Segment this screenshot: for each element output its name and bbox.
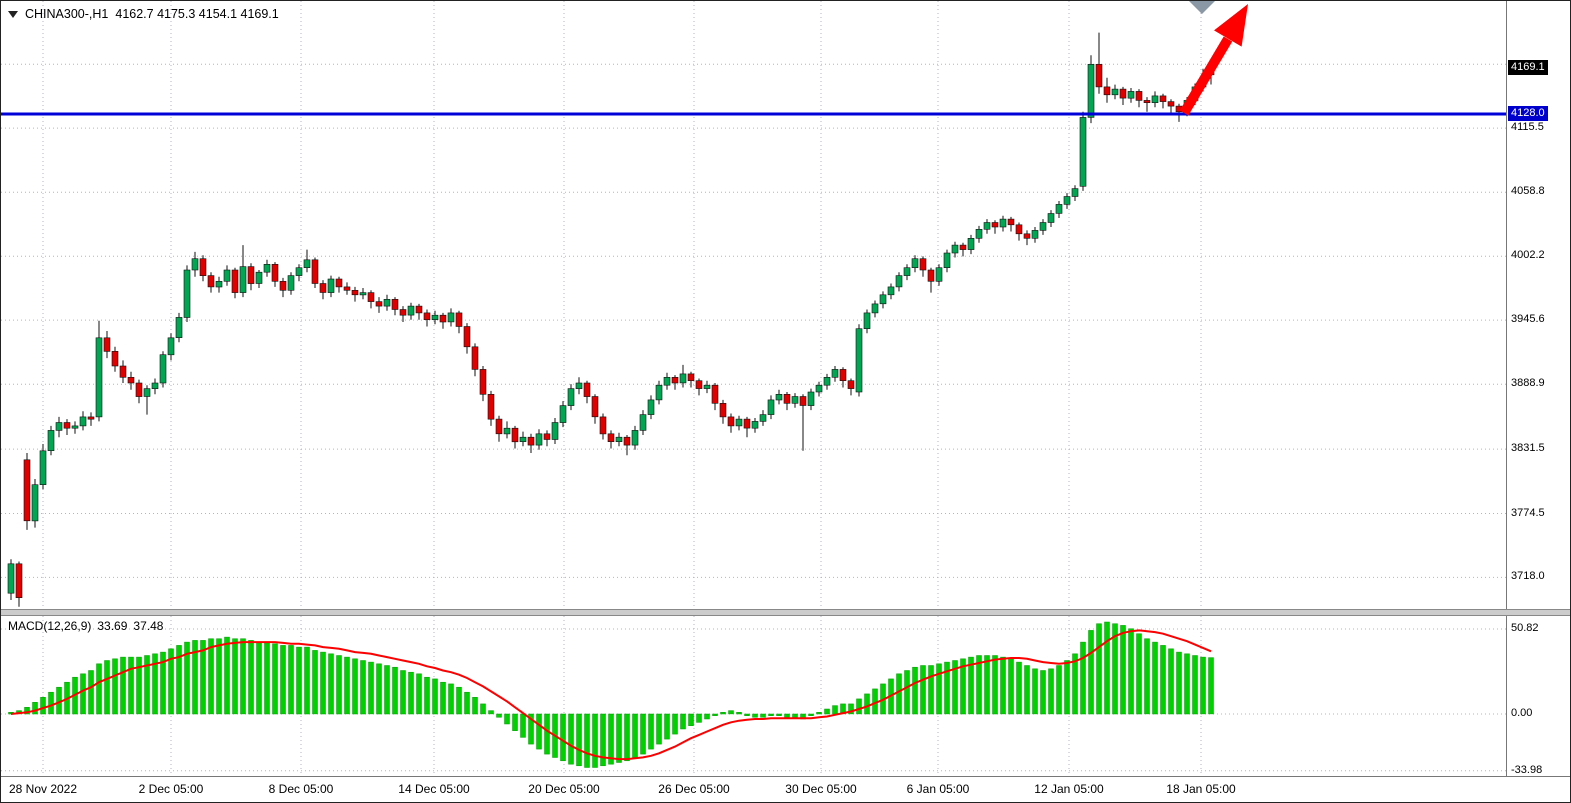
price-axis-label: 4002.2 [1511,249,1545,261]
cursor-artifact-icon [1189,1,1215,14]
panel-separator[interactable] [1,609,1570,616]
price-axis-label: 3831.5 [1511,442,1545,454]
macd-indicator-name: MACD(12,26,9) [8,619,92,633]
price-axis[interactable]: 4115.5 4058.8 4002.2 3945.6 3888.9 3831.5 3774… [1506,1,1570,609]
time-axis-label: 18 Jan 05:00 [1166,782,1236,796]
trend-arrow-shaft[interactable] [1179,36,1233,116]
macd-svg[interactable] [1,616,1506,776]
time-axis-label: 28 Nov 2022 [8,782,78,796]
price-chart-svg[interactable] [1,1,1506,609]
time-axis-label: 26 Dec 05:00 [658,782,730,796]
price-axis-label: 3774.5 [1511,507,1545,519]
time-axis-label: 12 Jan 05:00 [1034,782,1104,796]
price-axis-label: 3718.0 [1511,570,1545,582]
time-axis-label: 2 Dec 05:00 [138,782,204,796]
time-axis-label: 30 Dec 05:00 [785,782,857,796]
macd-axis-label: 0.00 [1511,707,1533,719]
price-axis-label: 4115.5 [1511,121,1544,133]
ohlc-readout: 4162.7 4175.3 4154.1 4169.1 [115,7,279,21]
macd-panel[interactable]: MACD(12,26,9) 33.69 37.48 [1,616,1506,776]
macd-axis-label: 50.82 [1511,622,1539,634]
macd-histogram [8,621,1214,768]
time-axis[interactable]: 28 Nov 2022 2 Dec 05:00 8 Dec 05:00 14 Dec … [1,776,1570,802]
support-price-badge: 4128.0 [1508,106,1548,121]
macd-signal-value: 37.48 [133,619,164,633]
macd-axis: 50.82 0.00 -33.98 [1506,616,1570,776]
time-axis-label: 6 Jan 05:00 [906,782,970,796]
price-axis-label: 3945.6 [1511,313,1545,325]
time-axis-label: 14 Dec 05:00 [398,782,470,796]
price-chart-area[interactable]: CHINA300-,H1 4162.7 4175.3 4154.1 4169.1 [1,1,1506,609]
price-axis-label: 4058.8 [1511,185,1545,197]
price-axis-label: 3888.9 [1511,377,1545,389]
macd-label: MACD(12,26,9) 33.69 37.48 [8,619,163,633]
current-price-badge: 4169.1 [1508,60,1548,75]
candles [7,32,1215,607]
symbol-header: CHINA300-,H1 4162.7 4175.3 4154.1 4169.1 [8,7,279,21]
macd-axis-label: -33.98 [1511,764,1543,776]
symbol-name: CHINA300-,H1 [25,7,109,21]
price-grid [1,1,1506,609]
time-axis-label: 20 Dec 05:00 [528,782,600,796]
symbol-marker-icon [8,10,18,18]
time-axis-label: 8 Dec 05:00 [268,782,334,796]
trend-arrow-head-icon[interactable] [1214,4,1248,47]
macd-signal-line [10,629,1212,761]
macd-main-value: 33.69 [97,619,128,633]
